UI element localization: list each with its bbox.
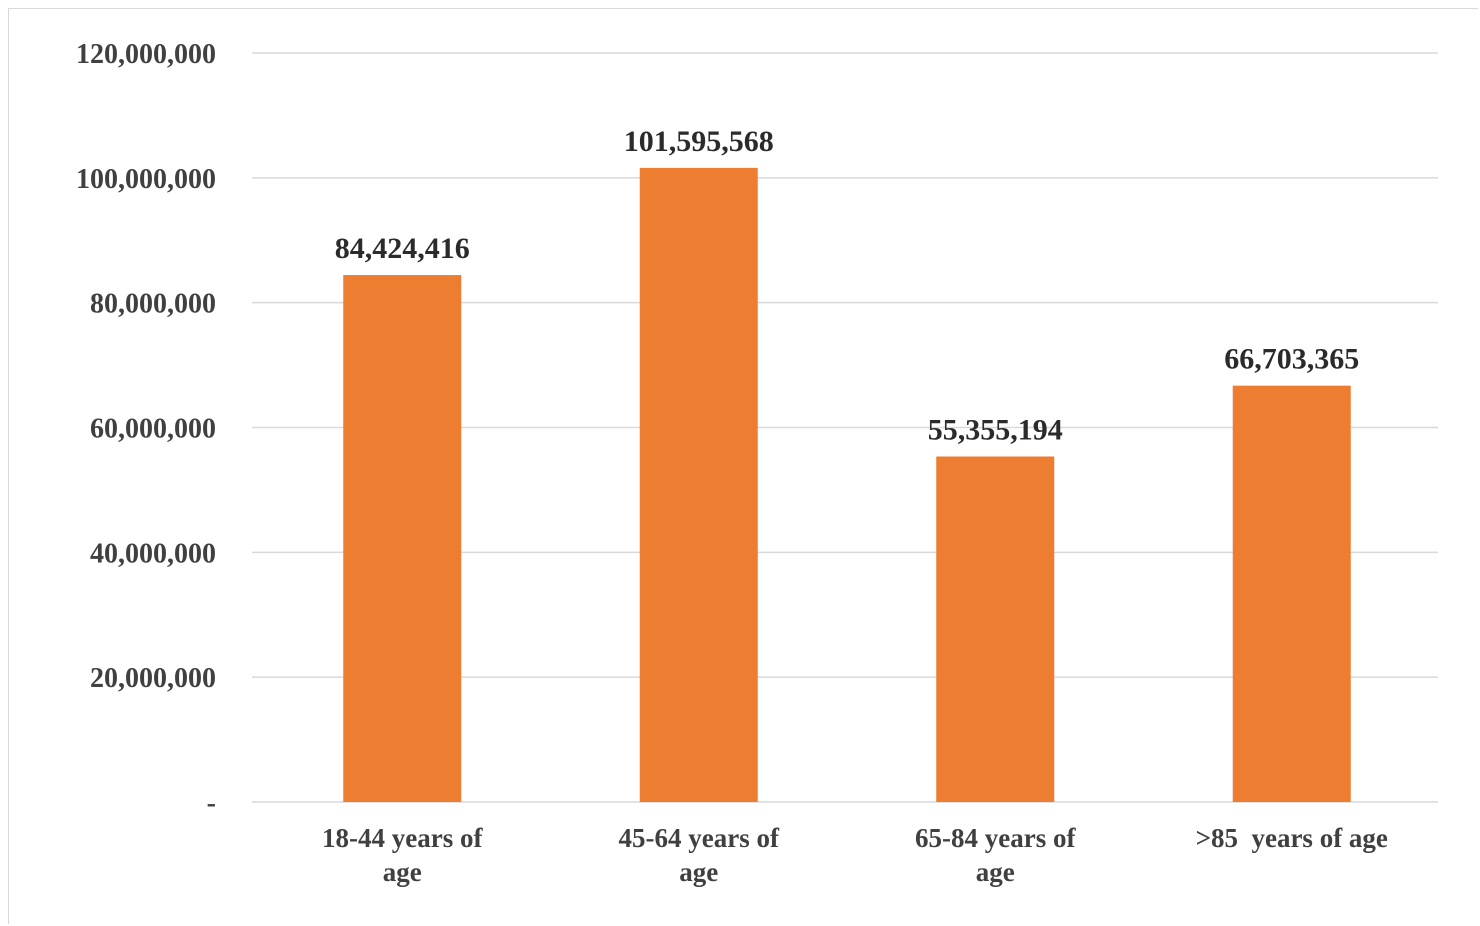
y-tick-label: 120,000,000 xyxy=(76,39,216,70)
data-label: 101,595,568 xyxy=(624,125,774,158)
y-tick-label: 20,000,000 xyxy=(90,663,216,694)
bars xyxy=(343,167,1351,803)
y-tick-label: 100,000,000 xyxy=(76,164,216,195)
bar xyxy=(1232,385,1351,802)
category-label-line: 18-44 years of xyxy=(322,823,483,853)
y-tick-label: 60,000,000 xyxy=(90,414,216,445)
category-label: 65-84 years of age xyxy=(915,823,1076,887)
category-label: >85 years of age xyxy=(1196,823,1388,853)
y-tick-label: - xyxy=(207,788,216,819)
chart-frame xyxy=(8,8,1478,924)
bar xyxy=(639,167,758,802)
bar xyxy=(343,275,462,803)
data-label: 84,424,416 xyxy=(335,232,470,265)
category-label-line: 45-64 years of xyxy=(619,823,780,853)
y-tick-label: 80,000,000 xyxy=(90,289,216,320)
category-label-line: >85 years of age xyxy=(1196,823,1388,853)
y-tick-label: 40,000,000 xyxy=(90,538,216,569)
category-label: 18-44 years of age xyxy=(322,823,483,887)
category-label-line: age xyxy=(976,857,1015,887)
data-label: 55,355,194 xyxy=(928,413,1063,446)
category-label-line: age xyxy=(383,857,422,887)
data-labels: 84,424,416 101,595,568 55,355,194 66,703,36… xyxy=(335,125,1360,447)
category-label: 45-64 years of age xyxy=(619,823,780,887)
data-label: 66,703,365 xyxy=(1224,343,1359,376)
bar xyxy=(936,456,1055,802)
category-label-line: age xyxy=(679,857,718,887)
y-axis-ticks: - 20,000,000 40,000,000 60,000,000 80,000,00… xyxy=(76,39,216,819)
category-label-line: 65-84 years of xyxy=(915,823,1076,853)
